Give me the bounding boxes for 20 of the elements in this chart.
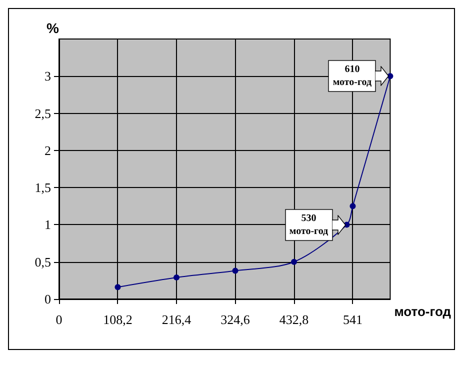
x-tick-label: 216,4 — [162, 312, 192, 327]
x-axis-title: мото-год — [394, 304, 452, 319]
y-tick-label: 1,5 — [34, 180, 51, 196]
y-tick-label: 0,5 — [34, 254, 51, 270]
point — [174, 274, 180, 280]
x-tick-label: 324,6 — [220, 312, 250, 327]
y-tick-label: 3 — [44, 68, 51, 84]
x-tick-label: 541 — [342, 312, 362, 327]
y-tick-label: 1 — [44, 217, 51, 232]
x-tick-label: 0 — [56, 312, 62, 327]
x-tick-label: 108,2 — [103, 312, 132, 327]
point — [232, 268, 238, 274]
y-tick-label: 2 — [44, 142, 51, 158]
x-tick-label: 432,8 — [279, 312, 309, 327]
y-tick-label: 0 — [44, 292, 51, 306]
point — [291, 258, 297, 265]
y-axis-title: % — [46, 20, 60, 36]
point — [114, 284, 121, 290]
y-tick-label: 2,5 — [34, 106, 51, 121]
point — [350, 203, 356, 210]
